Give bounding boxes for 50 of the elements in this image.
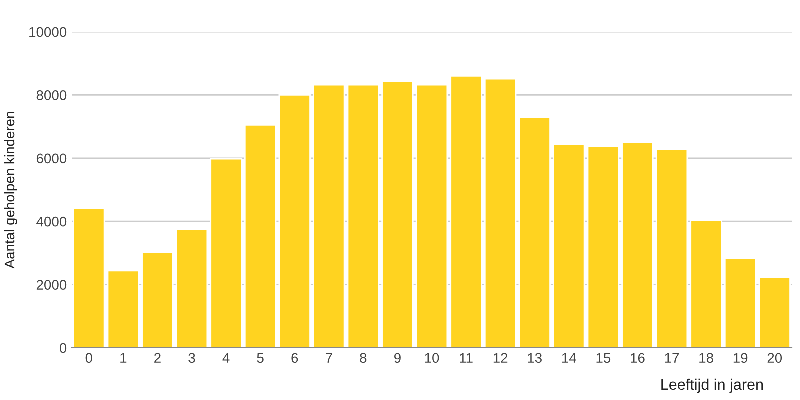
bar [142, 252, 174, 348]
bar [382, 80, 414, 348]
x-tick-label: 10 [425, 353, 440, 364]
x-tick-label: 19 [734, 353, 748, 364]
x-tick-label: 5 [257, 353, 264, 364]
x-tick-label: 13 [528, 353, 542, 364]
x-axis-title: Leeftijd in jaren [662, 378, 764, 394]
bar [518, 116, 551, 348]
bar [622, 142, 654, 348]
bar [587, 146, 620, 348]
bar [656, 148, 688, 348]
bar [210, 158, 242, 348]
x-tick-label: 15 [596, 353, 611, 364]
bar [73, 208, 106, 348]
bar [107, 270, 140, 348]
bar [724, 258, 757, 348]
x-tick-label: 2 [154, 353, 161, 363]
bar [278, 94, 311, 348]
x-tick-label: 8 [360, 353, 367, 364]
bar [553, 144, 586, 348]
bar [758, 277, 791, 348]
y-tick-label: 4000 [36, 216, 67, 227]
y-axis-title: Aantal geholpen kinderen [4, 112, 18, 269]
bar [347, 84, 380, 348]
x-tick-label: 17 [665, 353, 680, 363]
x-tick-label: 7 [326, 353, 332, 363]
bar [244, 124, 277, 348]
x-tick-label: 1 [120, 353, 127, 363]
y-tick-label: 8000 [36, 90, 67, 100]
x-tick-label: 12 [494, 353, 508, 363]
x-tick-label: 14 [562, 353, 576, 363]
x-tick-label: 16 [631, 353, 645, 364]
bar [416, 84, 448, 348]
y-tick-label: 6000 [36, 154, 67, 164]
y-tick-label: 10000 [30, 27, 67, 38]
y-tick-label: 0 [60, 343, 67, 354]
y-tick-label: 2000 [36, 280, 67, 290]
x-tick-label: 6 [292, 353, 298, 364]
x-tick-label: 18 [700, 353, 714, 364]
x-tick-label: 3 [188, 353, 196, 364]
x-tick-label: 9 [394, 353, 401, 364]
x-tick-label: 20 [768, 353, 782, 364]
x-tick-label: 0 [86, 353, 92, 364]
bar [484, 78, 517, 348]
bar [313, 84, 346, 348]
bar [690, 220, 722, 348]
x-tick-label: 11 [460, 353, 473, 363]
bar [450, 76, 482, 348]
bar [176, 228, 208, 348]
x-tick-label: 4 [222, 353, 230, 363]
